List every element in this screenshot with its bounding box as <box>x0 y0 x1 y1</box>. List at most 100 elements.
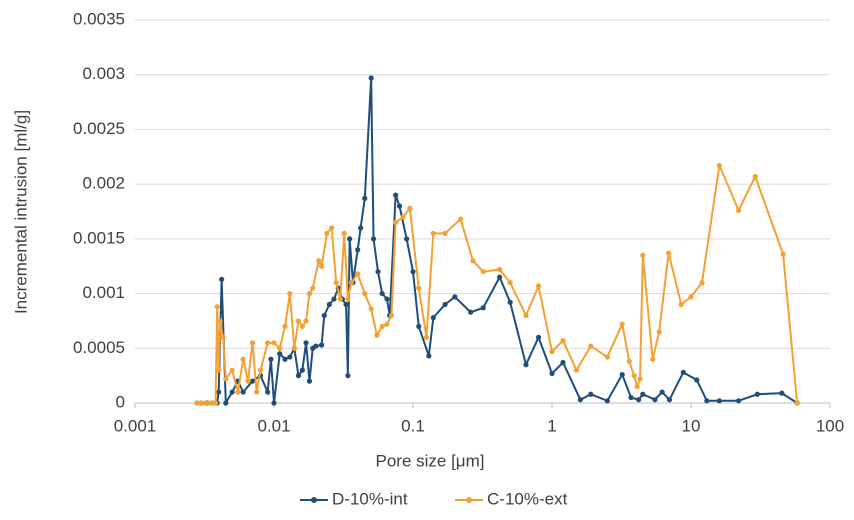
data-point <box>331 296 337 302</box>
data-point <box>716 398 722 404</box>
legend-marker <box>311 497 317 503</box>
data-point <box>282 323 288 329</box>
data-point <box>223 400 229 406</box>
data-point <box>640 391 646 397</box>
data-point <box>324 230 330 236</box>
data-point <box>379 323 385 329</box>
data-point <box>666 397 673 403</box>
data-point <box>355 271 361 277</box>
x-axis-label: Pore size [μm] <box>376 451 485 470</box>
data-point <box>535 283 542 289</box>
data-point <box>212 400 219 406</box>
data-point <box>549 370 555 377</box>
data-point <box>573 367 580 373</box>
x-tick-label: 0.1 <box>401 416 425 435</box>
data-point <box>430 230 436 236</box>
data-point <box>194 400 200 406</box>
data-point <box>277 345 283 351</box>
x-tick-label: 10 <box>682 416 701 435</box>
data-point <box>666 250 672 256</box>
data-point <box>220 334 226 340</box>
legend-label: D-10%-int <box>332 489 408 508</box>
data-point <box>217 318 223 324</box>
data-point <box>384 321 390 327</box>
data-point <box>362 290 368 297</box>
data-point <box>374 332 380 338</box>
data-point <box>368 306 374 312</box>
data-point <box>229 367 235 373</box>
data-point <box>198 400 204 406</box>
data-point <box>636 397 642 403</box>
data-point <box>426 353 432 359</box>
y-tick-label: 0.0005 <box>73 338 125 357</box>
y-tick-label: 0.001 <box>82 283 125 302</box>
data-point <box>735 207 742 214</box>
y-tick-label: 0 <box>116 392 125 411</box>
data-point <box>780 251 786 257</box>
legend-label: C-10%-ext <box>487 489 568 508</box>
data-point <box>257 367 264 373</box>
data-point <box>694 377 700 383</box>
data-point <box>240 389 246 395</box>
data-point <box>316 258 322 264</box>
data-point <box>396 203 403 209</box>
y-tick-label: 0.002 <box>82 174 125 193</box>
data-point <box>416 323 422 329</box>
data-point <box>577 397 583 403</box>
data-point <box>442 301 448 308</box>
data-point <box>245 378 251 384</box>
data-point <box>560 338 566 344</box>
data-point <box>407 205 413 211</box>
data-point <box>631 373 637 379</box>
data-point <box>229 389 235 395</box>
data-point <box>588 343 594 349</box>
data-point <box>404 236 410 242</box>
data-point <box>223 376 229 382</box>
data-point <box>337 296 343 302</box>
data-point <box>368 75 374 81</box>
data-point <box>735 398 742 404</box>
data-point <box>619 371 625 378</box>
data-point <box>716 162 722 169</box>
data-point <box>416 285 422 291</box>
data-point <box>680 369 686 375</box>
data-point <box>345 373 351 379</box>
data-point <box>343 301 349 308</box>
data-point <box>652 397 658 403</box>
data-point <box>794 400 800 406</box>
data-point <box>388 312 395 319</box>
data-point <box>659 389 665 395</box>
data-point <box>507 280 513 286</box>
data-point <box>347 236 353 242</box>
data-point <box>480 305 486 311</box>
data-point <box>254 389 260 395</box>
data-point <box>249 340 256 346</box>
data-point <box>640 252 646 258</box>
data-point <box>637 376 643 382</box>
data-point <box>310 285 316 291</box>
data-point <box>480 269 486 275</box>
y-tick-label: 0.003 <box>82 64 125 83</box>
data-point <box>650 356 656 362</box>
data-point <box>277 351 283 357</box>
data-point <box>355 247 361 253</box>
data-point <box>216 367 222 373</box>
data-point <box>549 348 555 355</box>
data-point <box>393 219 399 226</box>
y-tick-label: 0.0025 <box>73 119 125 138</box>
data-point <box>326 301 332 308</box>
data-point <box>523 312 529 319</box>
x-tick-label: 100 <box>816 416 844 435</box>
data-point <box>634 383 640 390</box>
x-tick-label: 1 <box>547 416 556 435</box>
data-point <box>384 296 390 302</box>
data-point <box>268 356 274 362</box>
data-point <box>214 304 220 310</box>
data-point <box>393 192 399 198</box>
data-point <box>249 378 256 384</box>
data-point <box>452 294 458 300</box>
data-point <box>282 356 288 362</box>
data-point <box>442 230 448 236</box>
data-point <box>333 280 339 286</box>
data-point <box>219 276 225 282</box>
